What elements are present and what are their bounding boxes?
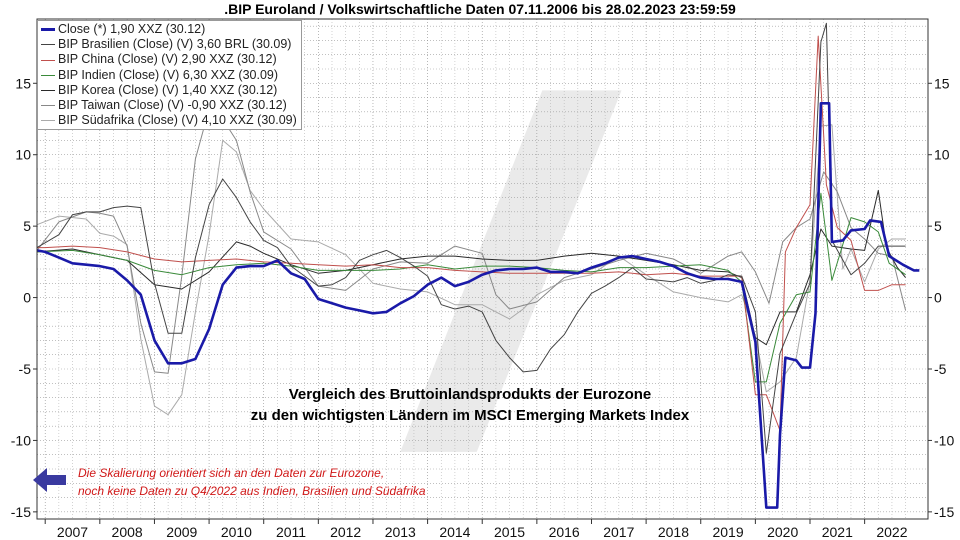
watermark-slash [400, 90, 622, 452]
legend-swatch [41, 120, 55, 122]
watermark-shape [400, 90, 622, 452]
legend-label: BIP Korea (Close) (V) 1,40 XXZ (30.12) [58, 82, 278, 97]
y-tick-label: 10 [15, 147, 31, 163]
x-axis: 2007 2008 2009 2010 2011 2012 2013 2014 2015 2016… [44, 519, 908, 540]
y-tick-label: 0 [23, 290, 31, 306]
series-line-taiwan [36, 108, 907, 374]
y-tick-label: -5 [19, 361, 32, 377]
y-tick-label: 15 [15, 75, 31, 91]
legend-item: BIP Indien (Close) (V) 6,30 XXZ (30.09) [41, 68, 297, 83]
x-tick-label: 2019 [712, 524, 743, 540]
legend-swatch [41, 59, 55, 61]
y-tick-label: 5 [23, 218, 31, 234]
x-tick-label: 2010 [221, 524, 252, 540]
legend-swatch [41, 28, 55, 32]
left-arrow-icon [33, 468, 66, 492]
y-tick-label-right: -5 [934, 361, 947, 377]
legend-label: BIP Südafrika (Close) (V) 4,10 XXZ (30.0… [58, 113, 297, 128]
legend-item: Close (*) 1,90 XXZ (30.12) [41, 22, 297, 37]
legend-swatch [41, 89, 55, 91]
x-tick-label: 2011 [276, 524, 306, 540]
legend-label: BIP Brasilien (Close) (V) 3,60 BRL (30.0… [58, 37, 292, 52]
legend-label: Close (*) 1,90 XXZ (30.12) [58, 22, 206, 36]
x-tick-label: 2009 [166, 524, 197, 540]
legend-swatch [41, 44, 55, 46]
x-tick-label: 2017 [603, 524, 634, 540]
annotation-line-1: Vergleich des Bruttoinlandsprodukts der … [288, 386, 652, 403]
x-tick-label: 2020 [767, 524, 798, 540]
legend-item: BIP Südafrika (Close) (V) 4,10 XXZ (30.0… [41, 113, 297, 128]
legend-swatch [41, 74, 55, 76]
series-line-korea [36, 189, 906, 346]
annotation-line-2: zu den wichtigsten Ländern im MSCI Emerg… [250, 407, 690, 424]
note-line-1: Die Skalierung orientiert sich an den Da… [78, 466, 385, 480]
series-line-brasilien [36, 22, 906, 454]
chart-series [36, 22, 920, 509]
y-tick-label: -15 [11, 504, 31, 520]
x-tick-label: 2014 [439, 524, 470, 540]
y-axis-right: -15 -10 -5 0 5 10 15 [928, 75, 954, 520]
y-tick-label: -10 [11, 432, 31, 448]
x-tick-label: 2013 [385, 524, 416, 540]
legend-item: BIP Taiwan (Close) (V) -0,90 XXZ (30.12) [41, 98, 297, 113]
x-tick-label: 2022 [876, 524, 907, 540]
legend-item: BIP China (Close) (V) 2,90 XXZ (30.12) [41, 52, 297, 67]
x-tick-label: 2008 [112, 524, 143, 540]
x-tick-label: 2015 [494, 524, 525, 540]
y-axis-left: -15 -10 -5 0 5 10 15 [11, 75, 37, 520]
legend-item: BIP Korea (Close) (V) 1,40 XXZ (30.12) [41, 83, 297, 98]
x-tick-label: 2007 [57, 524, 88, 540]
note-line-2: noch keine Daten zu Q4/2022 aus Indien, … [78, 484, 426, 498]
y-tick-label-right: -15 [934, 504, 954, 520]
x-tick-label: 2012 [330, 524, 361, 540]
chart-legend: Close (*) 1,90 XXZ (30.12) BIP Brasilien … [37, 20, 302, 131]
y-tick-label-right: 15 [934, 75, 950, 91]
y-tick-label-right: -10 [934, 432, 954, 448]
chart-annotation: Vergleich des Bruttoinlandsprodukts der … [140, 384, 800, 426]
x-tick-label: 2018 [658, 524, 689, 540]
legend-label: BIP Indien (Close) (V) 6,30 XXZ (30.09) [58, 67, 279, 82]
y-tick-label-right: 5 [934, 218, 942, 234]
scaling-note: Die Skalierung orientiert sich an den Da… [78, 464, 426, 500]
legend-swatch [41, 105, 55, 107]
x-tick-label: 2016 [549, 524, 580, 540]
series-line-euroland [36, 102, 920, 509]
y-tick-label-right: 0 [934, 290, 942, 306]
chart-title: .BIP Euroland / Volkswirtschaftliche Dat… [224, 1, 736, 17]
y-tick-label-right: 10 [934, 147, 950, 163]
x-tick-label: 2021 [822, 524, 853, 540]
legend-item: BIP Brasilien (Close) (V) 3,60 BRL (30.0… [41, 37, 297, 52]
legend-label: BIP China (Close) (V) 2,90 XXZ (30.12) [58, 52, 277, 67]
legend-label: BIP Taiwan (Close) (V) -0,90 XXZ (30.12) [58, 98, 287, 113]
